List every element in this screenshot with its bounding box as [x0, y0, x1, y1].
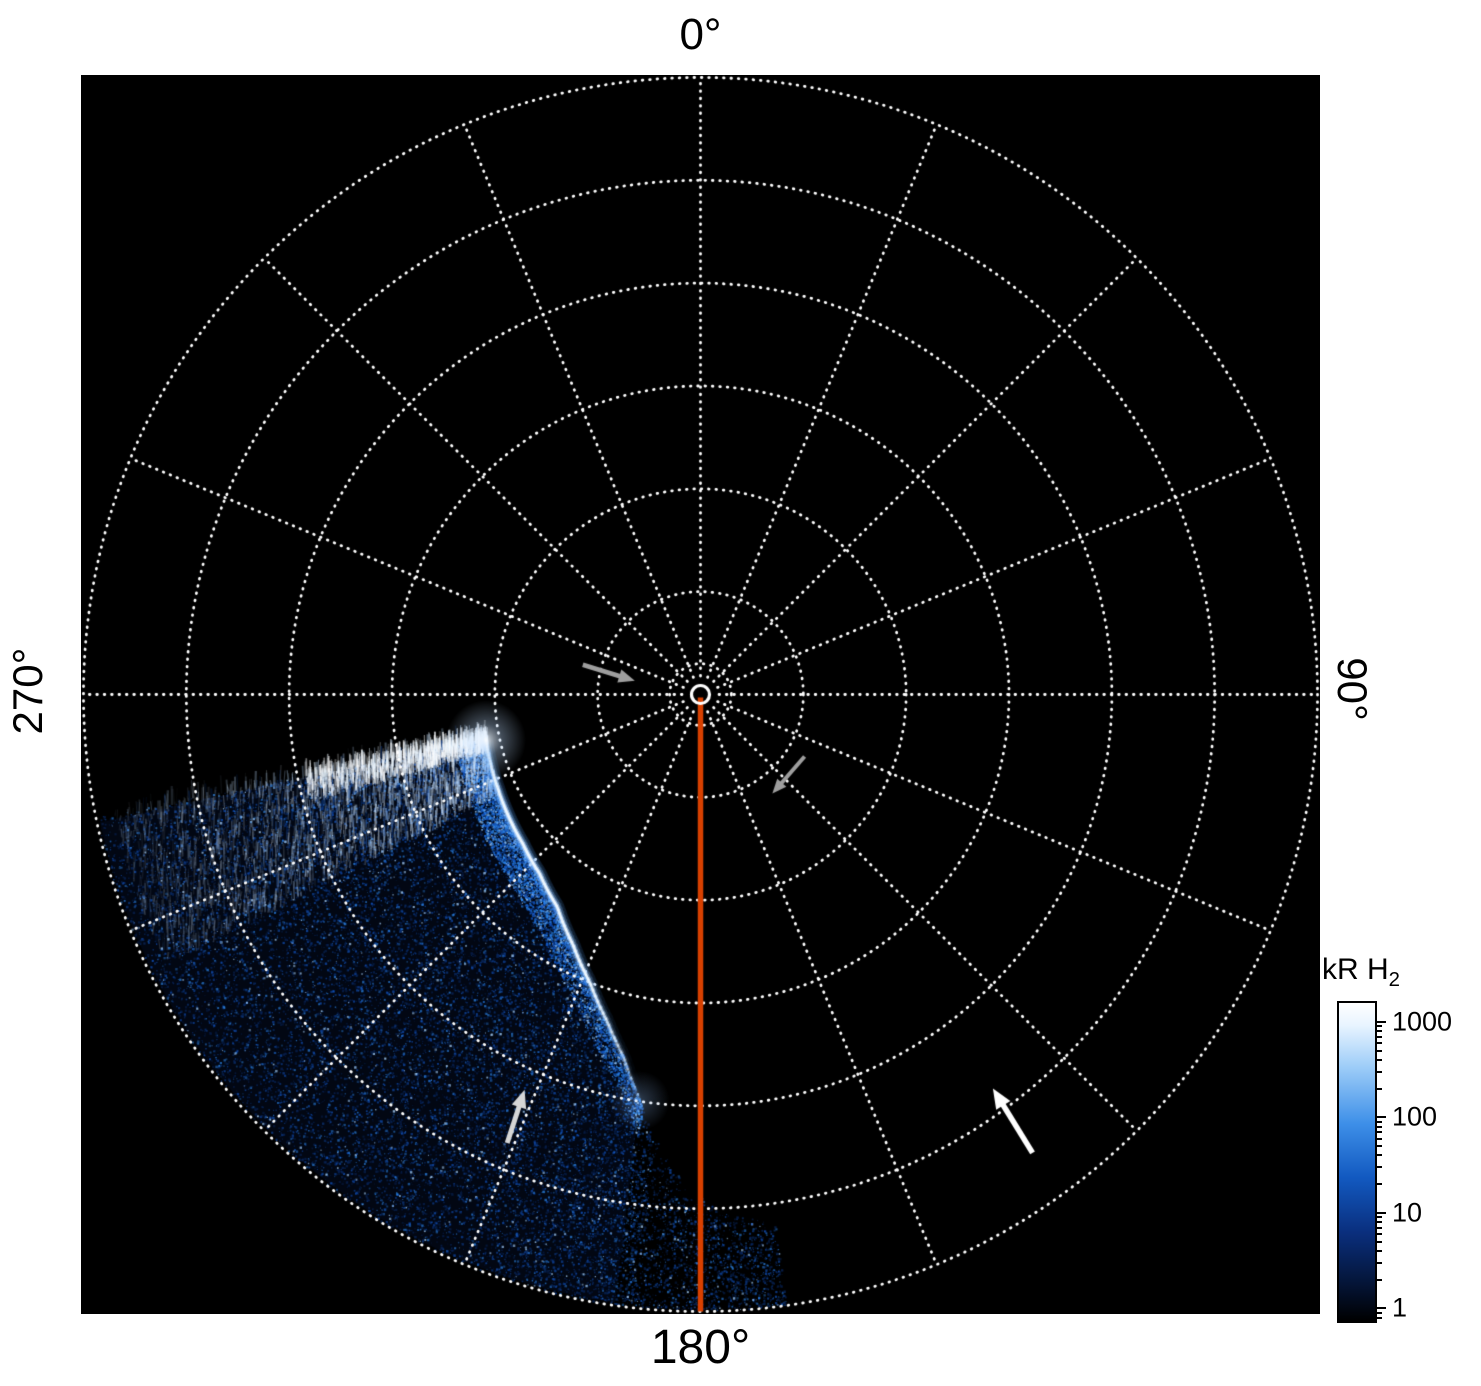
colorbar-minor-tick: [1377, 1278, 1382, 1281]
colorbar-minor-tick: [1377, 1042, 1382, 1045]
colorbar-major-tick: [1377, 1211, 1386, 1214]
colorbar-minor-tick: [1377, 1154, 1382, 1157]
colorbar-minor-tick: [1377, 1240, 1382, 1243]
colorbar-minor-tick: [1377, 1249, 1382, 1252]
colorbar-minor-tick: [1377, 1049, 1382, 1052]
angle-label-90: 90°: [1329, 657, 1376, 721]
polar-plot-canvas: [81, 75, 1320, 1314]
colorbar-tick-label: 100: [1392, 1101, 1438, 1132]
colorbar-tick-label: 1: [1392, 1292, 1408, 1323]
colorbar-title-subscript: 2: [1388, 969, 1401, 991]
colorbar-minor-tick: [1377, 1025, 1382, 1028]
colorbar-minor-tick: [1377, 1087, 1382, 1090]
angle-label-0: 0°: [679, 10, 722, 59]
colorbar-minor-tick: [1377, 1226, 1382, 1229]
colorbar-minor-tick: [1377, 1035, 1382, 1038]
colorbar-minor-tick: [1377, 1183, 1382, 1186]
colorbar-minor-tick: [1377, 1137, 1382, 1140]
colorbar-title: kR H2: [1322, 953, 1400, 992]
colorbar-minor-tick: [1377, 1216, 1382, 1219]
colorbar-minor-tick: [1377, 1070, 1382, 1073]
colorbar-major-tick: [1377, 1307, 1386, 1310]
colorbar-minor-tick: [1377, 1233, 1382, 1236]
colorbar: kR H2 1000 100 10 1: [1318, 953, 1481, 1343]
colorbar-minor-tick: [1377, 1316, 1382, 1319]
colorbar-minor-tick: [1377, 1145, 1382, 1148]
colorbar-minor-tick: [1377, 1311, 1382, 1314]
colorbar-major-tick: [1377, 1116, 1386, 1119]
colorbar-minor-tick: [1377, 1131, 1382, 1134]
colorbar-minor-tick: [1377, 1261, 1382, 1264]
colorbar-minor-tick: [1377, 1221, 1382, 1224]
colorbar-minor-tick: [1377, 1059, 1382, 1062]
polar-plot-area: [81, 75, 1320, 1314]
colorbar-gradient: [1337, 1001, 1377, 1323]
colorbar-tick-label: 1000: [1392, 1006, 1453, 1037]
angle-label-270: 270°: [4, 647, 51, 735]
colorbar-minor-tick: [1377, 1166, 1382, 1169]
colorbar-major-tick: [1377, 1021, 1386, 1024]
colorbar-minor-tick: [1377, 1030, 1382, 1033]
colorbar-minor-tick: [1377, 1120, 1382, 1123]
colorbar-tick-label: 10: [1392, 1197, 1423, 1228]
angle-label-180: 180°: [650, 1321, 751, 1374]
colorbar-minor-tick: [1377, 1125, 1382, 1128]
colorbar-title-text: kR H: [1322, 953, 1389, 986]
